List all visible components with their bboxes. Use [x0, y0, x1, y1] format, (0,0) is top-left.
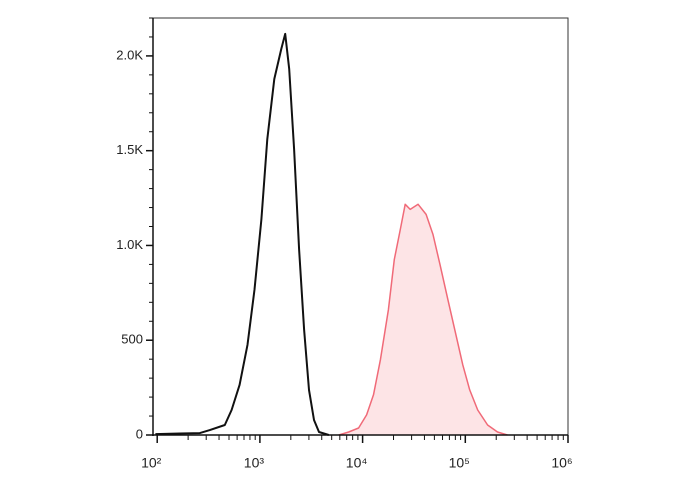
x-tick-label: 10²	[141, 455, 162, 471]
plot-frame	[152, 17, 569, 436]
x-tick-label: 10⁵	[449, 455, 470, 471]
x-tick-label: 10³	[244, 455, 265, 471]
histogram-line	[338, 203, 508, 436]
y-tick-label: 500	[121, 332, 143, 347]
x-tick-label: 10⁴	[346, 455, 368, 471]
y-tick-label: 1.0K	[116, 237, 143, 252]
y-tick-label: 1.5K	[116, 142, 143, 157]
histogram-area	[338, 204, 508, 435]
plot-area	[155, 32, 508, 436]
y-tick-label: 0	[136, 426, 143, 441]
y-tick-label: 2.0K	[116, 47, 143, 62]
x-tick-label: 10⁶	[551, 455, 572, 471]
histogram-line	[155, 32, 330, 436]
